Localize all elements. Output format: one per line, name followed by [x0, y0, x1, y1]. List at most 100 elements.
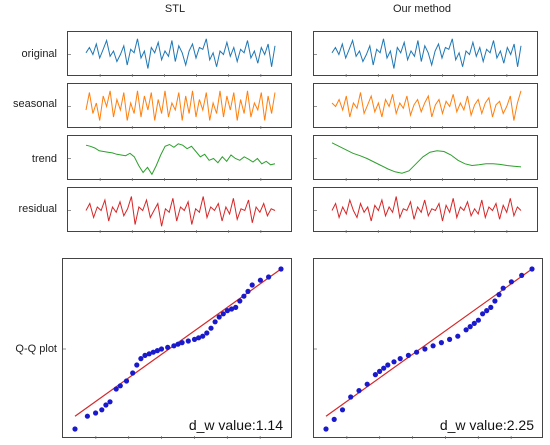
column-title-our-method: Our method: [392, 3, 452, 15]
stl-qq-point: [103, 402, 109, 408]
row-label-trend: trend: [31, 153, 57, 165]
stl-qq-point: [224, 308, 230, 314]
row-label-seasonal: seasonal: [12, 98, 57, 110]
stl-qq-point: [142, 352, 148, 358]
ours-seasonal-panel: [313, 83, 538, 129]
ours-qq-point: [488, 304, 494, 310]
ours-qq-point: [475, 317, 481, 323]
stl-qq-point: [150, 349, 156, 355]
ours-qq-point: [496, 292, 502, 298]
stl-qq-point: [93, 410, 99, 416]
stl-qq-point: [146, 351, 152, 357]
stl-original-panel: [67, 31, 292, 77]
stl-qq-point: [266, 274, 272, 280]
ours-qq-point: [467, 324, 473, 330]
ours-qq-point: [519, 272, 525, 278]
stl-qq-point: [171, 343, 177, 349]
ours-qq-point: [480, 311, 486, 317]
ours-qq-point: [471, 320, 477, 326]
ours-qq-point: [492, 298, 498, 304]
stl-qq-point: [233, 304, 239, 310]
stl-residual-series-line: [85, 196, 276, 227]
stl-qq-point: [208, 325, 214, 331]
stl-seasonal-series-line: [85, 90, 276, 121]
ours-residual-series-line: [331, 196, 522, 222]
row-label-residual: residual: [18, 203, 57, 215]
stl-qq-point: [220, 311, 226, 317]
stl-qq-point: [196, 335, 202, 341]
ours-qq-point: [331, 416, 337, 422]
ours-residual-panel: [313, 187, 538, 233]
ours-qq-panel: d_w value:2.25: [313, 258, 543, 439]
stl-trend-panel: [67, 135, 292, 181]
ours-qq-point: [339, 407, 346, 413]
stl-qq-point: [185, 338, 191, 344]
stl-qq-point: [229, 306, 235, 312]
stl-qq-point: [138, 356, 144, 362]
ours-qq-point: [430, 343, 436, 349]
stl-qq-point: [165, 344, 171, 350]
ours-original-panel: [313, 31, 538, 77]
ours-qq-point: [385, 362, 391, 368]
stl-qq-point: [245, 288, 251, 294]
ours-dw-value: d_w value:2.25: [439, 417, 534, 433]
ours-qq-point: [397, 356, 403, 362]
stl-qq-point: [134, 362, 140, 368]
ours-qq-point: [323, 426, 329, 432]
stl-qq-point: [154, 348, 160, 354]
stl-qq-point: [212, 319, 218, 325]
ours-seasonal-series-line: [331, 90, 522, 121]
ours-trend-series-line: [331, 142, 522, 174]
column-title-stl: STL: [164, 3, 186, 15]
stl-residual-panel: [67, 187, 292, 233]
ours-qq-point: [508, 279, 514, 285]
stl-qq-point: [130, 370, 136, 376]
ours-qq-point: [447, 336, 453, 342]
stl-qq-point: [99, 407, 105, 413]
ours-qq-point: [381, 365, 387, 371]
ours-qq-point: [405, 352, 411, 358]
stl-qq-point: [191, 336, 198, 342]
stl-qq-point: [237, 298, 243, 304]
ours-qq-point: [414, 349, 420, 355]
stl-original-series-line: [85, 38, 276, 69]
ours-qq-point: [484, 308, 490, 314]
ours-qq-point: [372, 372, 378, 378]
stl-qq-point: [249, 282, 255, 288]
stl-qq-panel: d_w value:1.14: [62, 258, 292, 439]
ours-qq-reference-line: [325, 268, 533, 417]
ours-qq-point: [438, 340, 444, 346]
stl-qq-point: [107, 399, 113, 405]
stl-dw-value: d_w value:1.14: [188, 417, 283, 433]
ours-qq-point: [356, 388, 362, 394]
ours-qq-point: [391, 359, 397, 365]
ours-qq-point: [422, 346, 428, 352]
ours-qq-point: [455, 333, 461, 339]
stl-qq-point: [84, 413, 90, 419]
ours-qq-point: [377, 368, 383, 374]
stl-seasonal-panel: [67, 83, 292, 129]
row-label-qq: Q-Q plot: [15, 343, 57, 355]
ours-qq-point: [348, 394, 354, 400]
stl-qq-point: [113, 386, 119, 392]
stl-qq-point: [175, 341, 181, 347]
row-label-original: original: [21, 48, 57, 60]
stl-qq-point: [179, 340, 185, 346]
stl-trend-series-line: [85, 143, 276, 176]
ours-qq-point: [529, 266, 535, 272]
ours-qq-point: [500, 285, 506, 291]
stl-qq-point: [158, 346, 165, 352]
stl-qq-point: [241, 293, 247, 299]
stl-qq-point: [200, 333, 206, 339]
ours-original-series-line: [331, 38, 522, 69]
stl-qq-point: [117, 383, 123, 389]
stl-qq-point: [216, 314, 222, 320]
stl-qq-point: [123, 378, 130, 384]
stl-qq-point: [204, 330, 210, 336]
ours-qq-point: [364, 381, 370, 387]
ours-qq-point: [463, 327, 469, 333]
stl-qq-point: [257, 277, 263, 283]
stl-qq-point: [72, 426, 78, 432]
stl-qq-point: [278, 266, 284, 272]
ours-trend-panel: [313, 135, 538, 181]
